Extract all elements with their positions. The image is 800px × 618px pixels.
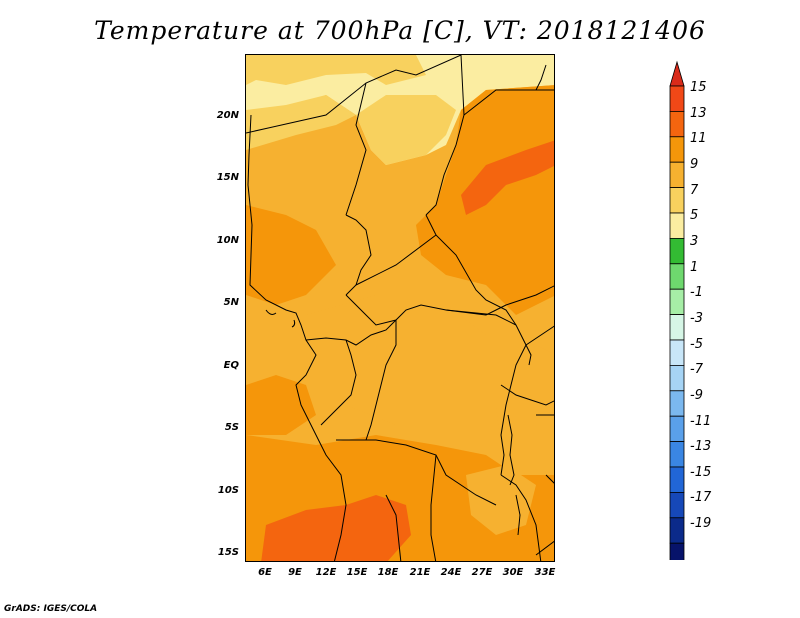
colorbar-segment [669, 491, 685, 519]
colorbar-label: -17 [690, 490, 712, 506]
colorbar-segment [669, 441, 685, 468]
lon-label-33e: 33E [534, 567, 556, 578]
lon-label-27e: 27E [471, 567, 493, 578]
colorbar-label: -1 [690, 285, 703, 301]
lon-label-15e: 15E [346, 567, 368, 578]
colorbar-segment [669, 517, 685, 544]
field-deep-orange-east [461, 140, 554, 215]
map-title: Temperature at 700hPa [C], VT: 201812140… [94, 16, 706, 45]
colorbar-label: 9 [690, 156, 699, 172]
colorbar-segment [669, 263, 685, 290]
grads-credit: GrADS: IGES/COLA [4, 604, 98, 614]
colorbar-label: -15 [690, 464, 712, 480]
colorbar-label: 11 [690, 131, 707, 147]
field-deep-orange-south [261, 495, 411, 561]
colorbar-label: 3 [690, 233, 699, 249]
field-yellow-north [246, 55, 426, 85]
lat-label-eq: EQ [223, 360, 239, 371]
colorbar-label: 7 [690, 182, 699, 198]
colorbar-segment [669, 187, 685, 214]
lon-label-6e: 6E [258, 567, 272, 578]
lat-label-20n: 20N [216, 110, 239, 121]
colorbar-label: 5 [690, 208, 699, 224]
field-light-central [306, 295, 486, 425]
lon-label-12e: 12E [315, 567, 337, 578]
colorbar-segment [669, 237, 685, 265]
colorbar-label: 13 [690, 105, 707, 121]
colorbar-segment [669, 542, 685, 560]
colorbar-label: -3 [690, 310, 703, 326]
colorbar-segment [669, 288, 685, 315]
lat-label-10n: 10N [216, 235, 239, 246]
lon-label-9e: 9E [288, 567, 302, 578]
colorbar-segment [669, 212, 685, 239]
field-light-lakes [496, 345, 554, 475]
colorbar-segment [669, 111, 685, 138]
lat-label-15s: 15S [217, 547, 239, 558]
field-yellow-north-band [246, 95, 356, 150]
colorbar-label: 1 [690, 259, 699, 275]
colorbar-label: -9 [690, 387, 703, 403]
colorbar-segment [669, 390, 685, 417]
field-yellow-sahara [356, 95, 456, 165]
colorbar-over-arrow [669, 60, 685, 87]
colorbar-label: -19 [690, 516, 712, 532]
colorbar-segment [669, 364, 685, 392]
colorbar-segment [669, 314, 685, 341]
field-orange-west-2 [246, 375, 316, 435]
colorbar-segment [669, 415, 685, 443]
colorbar-segment [669, 466, 685, 493]
lon-label-30e: 30E [502, 567, 524, 578]
coastlines-borders [246, 55, 554, 561]
field-light-se [466, 465, 536, 535]
colorbar-label: -13 [690, 439, 712, 455]
temperature-map [245, 54, 555, 562]
colorbar-label: 15 [690, 80, 707, 95]
colorbar-segment [669, 161, 685, 188]
lon-label-24e: 24E [440, 567, 462, 578]
colorbar-label: -11 [690, 413, 712, 429]
colorbar-segment [669, 85, 685, 112]
colorbar-label: -7 [690, 362, 703, 378]
lat-label-10s: 10S [217, 485, 239, 496]
lon-label-18e: 18E [377, 567, 399, 578]
field-orange-west [246, 205, 336, 305]
colorbar-label: -5 [690, 336, 703, 352]
colorbar-segment [669, 136, 685, 163]
lat-label-5s: 5S [224, 422, 239, 433]
colorbar-segment [669, 339, 685, 366]
lat-label-15n: 15N [216, 172, 239, 183]
lon-label-21e: 21E [409, 567, 431, 578]
lat-label-5n: 5N [223, 297, 239, 308]
colorbar [669, 60, 685, 560]
